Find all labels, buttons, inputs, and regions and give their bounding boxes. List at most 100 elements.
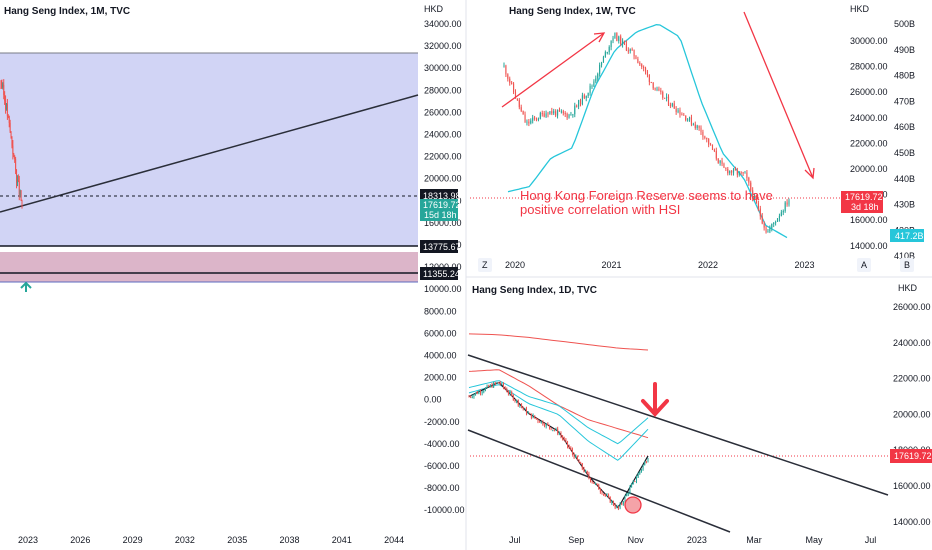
daily-y-tick: 26000.00 — [893, 302, 931, 312]
weekly-reserve-tick: 430B — [894, 200, 915, 210]
weekly-candle — [566, 113, 568, 118]
weekly-candle — [744, 172, 746, 174]
daily-candle — [555, 428, 557, 431]
daily-candle — [486, 385, 488, 388]
weekly-button-a[interactable]: A — [857, 258, 871, 272]
weekly-candle — [656, 88, 658, 90]
weekly-candle — [786, 202, 788, 205]
monthly-x-tick: 2044 — [384, 535, 404, 545]
monthly-zone-blue — [0, 53, 418, 246]
monthly-x-tick: 2035 — [227, 535, 247, 545]
daily-candle — [601, 491, 603, 495]
daily-candle — [575, 455, 577, 458]
daily-candle — [512, 394, 514, 401]
daily-candle — [547, 423, 549, 425]
daily-candle — [504, 387, 506, 390]
daily-x-tick: Sep — [568, 535, 584, 545]
daily-candle — [591, 481, 593, 483]
weekly-reserve-tick: 450B — [894, 148, 915, 158]
weekly-annotation-line1: Hong Kong Foreign Reserve seems to have — [520, 188, 773, 203]
weekly-candle — [560, 111, 562, 113]
daily-candle — [585, 471, 587, 473]
weekly-candle — [660, 90, 662, 93]
weekly-candle — [641, 64, 643, 67]
daily-candle — [573, 453, 575, 458]
weekly-candle — [526, 121, 528, 123]
daily-candle — [596, 483, 598, 485]
monthly-y-tick: 24000.00 — [424, 130, 462, 140]
daily-candle — [627, 493, 629, 495]
daily-candle — [624, 496, 626, 502]
monthly-candle — [0, 81, 2, 84]
daily-y-tick: 20000.00 — [893, 409, 931, 419]
daily-candle — [544, 424, 546, 427]
weekly-reserve-tick: 480B — [894, 71, 915, 81]
weekly-candle — [629, 49, 631, 51]
weekly-button-z[interactable]: Z — [478, 258, 492, 272]
daily-candle — [562, 436, 564, 439]
monthly-y-tick: 6000.00 — [424, 328, 457, 338]
daily-candle — [552, 429, 554, 431]
daily-candle — [476, 392, 478, 394]
weekly-candle — [662, 92, 664, 98]
daily-candle — [514, 400, 516, 402]
weekly-title: Hang Seng Index, 1W, TVC — [509, 6, 636, 17]
weekly-candle — [581, 95, 583, 105]
weekly-y-tick: 16000.00 — [850, 215, 888, 225]
weekly-candle — [618, 36, 620, 41]
weekly-candle — [755, 196, 758, 204]
daily-candle — [532, 415, 534, 419]
daily-candle — [509, 392, 511, 394]
monthly-candle — [11, 136, 13, 146]
weekly-candle — [708, 139, 710, 145]
daily-candle — [506, 389, 508, 392]
daily-candle — [567, 441, 569, 447]
daily-candle — [637, 473, 639, 478]
daily-x-tick: Jul — [509, 535, 521, 545]
svg-text:17619.72: 17619.72 — [423, 200, 461, 210]
monthly-currency: HKD — [424, 4, 444, 14]
daily-candle — [488, 385, 490, 387]
weekly-candle — [541, 113, 543, 115]
weekly-x-tick: 2023 — [795, 260, 815, 270]
weekly-candle — [587, 92, 589, 96]
daily-candle — [588, 473, 590, 479]
daily-candle — [470, 396, 472, 398]
daily-ma-teal-2 — [468, 380, 649, 445]
weekly-candle — [631, 49, 633, 51]
svg-text:417.2B: 417.2B — [895, 231, 924, 241]
weekly-button-b[interactable]: B — [900, 258, 914, 272]
monthly-x-axis: 2023 2026 2029 2032 2035 2038 2041 2044 — [18, 535, 404, 545]
daily-candle — [529, 413, 531, 415]
daily-candle — [594, 483, 596, 485]
daily-candle — [537, 419, 539, 422]
weekly-candle — [763, 223, 765, 228]
weekly-candle — [591, 85, 593, 87]
monthly-candle — [9, 122, 11, 132]
daily-candles — [468, 380, 649, 511]
weekly-candle — [503, 65, 505, 67]
daily-candle — [599, 489, 601, 492]
monthly-x-tick: 2032 — [175, 535, 195, 545]
daily-candle — [502, 383, 504, 388]
daily-candle — [586, 471, 588, 474]
weekly-candle — [738, 171, 740, 175]
weekly-candle — [568, 114, 570, 118]
monthly-x-tick: 2023 — [18, 535, 38, 545]
daily-candle — [606, 495, 608, 497]
monthly-candle — [5, 100, 7, 110]
weekly-candle — [512, 83, 515, 93]
daily-candle — [611, 501, 613, 503]
daily-ma-teal — [468, 384, 649, 461]
weekly-candle — [530, 120, 532, 124]
daily-label-last: 17619.72 — [890, 449, 932, 463]
daily-candle — [603, 494, 605, 496]
daily-candle — [622, 501, 624, 504]
weekly-candle — [644, 68, 647, 72]
monthly-candle — [17, 179, 19, 182]
daily-candle — [475, 392, 477, 395]
monthly-candle — [3, 84, 5, 95]
weekly-candle — [784, 202, 786, 212]
daily-candle — [481, 391, 483, 394]
daily-candle — [565, 439, 567, 442]
